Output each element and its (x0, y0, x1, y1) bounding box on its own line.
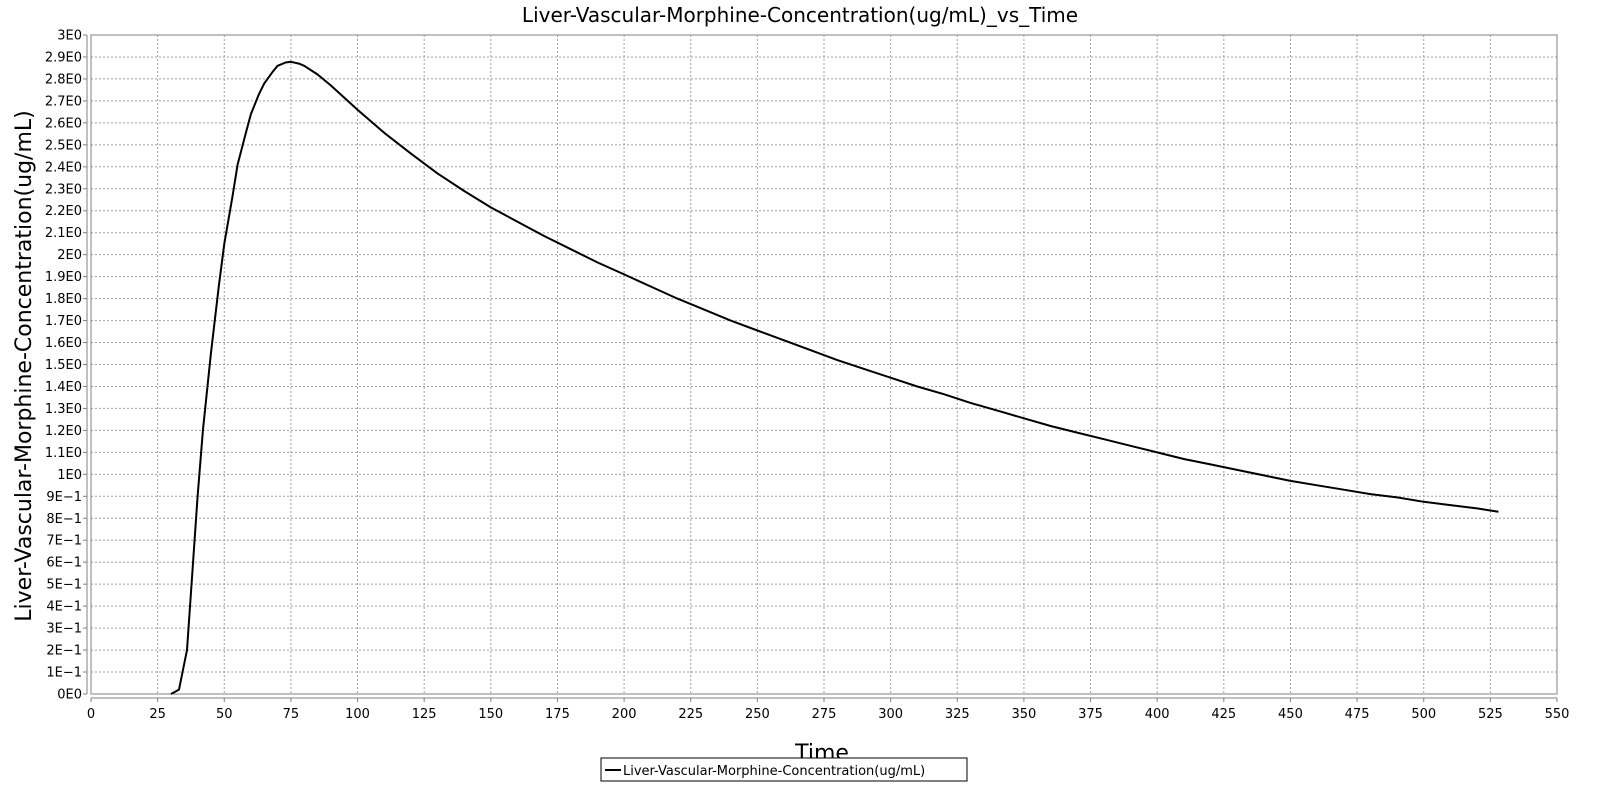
y-tick-label: 2E−1 (46, 644, 82, 659)
x-tick-label: 125 (412, 707, 437, 722)
y-tick-label: 0E0 (57, 688, 82, 703)
y-tick-label: 1.4E0 (45, 380, 82, 395)
x-tick-label: 325 (945, 707, 970, 722)
y-tick-label: 2.5E0 (45, 138, 82, 153)
x-tick-label: 425 (1211, 707, 1236, 722)
y-tick-label: 1.2E0 (45, 424, 82, 439)
y-tick-label: 1.7E0 (45, 314, 82, 329)
x-tick-label: 500 (1411, 707, 1436, 722)
y-axis-label: Liver-Vascular-Morphine-Concentration(ug… (12, 110, 37, 621)
y-tick-label: 1E0 (57, 468, 82, 483)
y-tick-label: 1.1E0 (45, 446, 82, 461)
legend: Liver-Vascular-Morphine-Concentration(ug… (600, 757, 968, 782)
y-tick-label: 3E0 (57, 29, 82, 44)
x-tick-label: 150 (478, 707, 503, 722)
axes: 0 25 50 75 100 125 150 175 200 225 250 275 300 325 350… (45, 29, 1570, 723)
x-tick-label: 25 (149, 707, 166, 722)
y-tick-label: 1.3E0 (45, 402, 82, 417)
y-tick-label: 4E−1 (46, 600, 82, 615)
chart-title: Liver-Vascular-Morphine-Concentration(ug… (522, 3, 1078, 27)
x-tick-label: 175 (545, 707, 570, 722)
y-tick-label: 3E−1 (46, 622, 82, 637)
y-tick-label: 2.4E0 (45, 160, 82, 175)
y-tick-label: 2.9E0 (45, 50, 82, 65)
y-tick-label: 1E−1 (46, 666, 82, 681)
y-tick-label: 1.9E0 (45, 270, 82, 285)
y-tick-label: 8E−1 (46, 512, 82, 527)
y-tick-label: 2.1E0 (45, 226, 82, 241)
x-tick-label: 225 (678, 707, 703, 722)
legend-label: Liver-Vascular-Morphine-Concentration(ug… (623, 764, 925, 779)
x-tick-label: 350 (1011, 707, 1036, 722)
y-tick-label: 2.2E0 (45, 204, 82, 219)
series-layer (170, 60, 1499, 695)
x-tick-label: 375 (1078, 707, 1103, 722)
x-tick-label: 0 (87, 707, 95, 722)
y-tick-label: 1.8E0 (45, 292, 82, 307)
y-tick-label: 2.3E0 (45, 182, 82, 197)
y-tick-label: 1.6E0 (45, 336, 82, 351)
y-tick-label: 2.8E0 (45, 72, 82, 87)
x-tick-label: 275 (812, 707, 837, 722)
y-tick-label: 6E−1 (46, 556, 82, 571)
x-tick-label: 100 (345, 707, 370, 722)
x-tick-label: 450 (1278, 707, 1303, 722)
x-tick-label: 300 (878, 707, 903, 722)
x-tick-label: 50 (216, 707, 233, 722)
legend-box (600, 757, 968, 782)
y-tick-label: 1.5E0 (45, 358, 82, 373)
x-tick-label: 250 (745, 707, 770, 722)
x-tick-label: 550 (1545, 707, 1570, 722)
x-tick-label: 75 (283, 707, 300, 722)
x-tick-label: 400 (1145, 707, 1170, 722)
y-tick-label: 2.7E0 (45, 94, 82, 109)
x-tick-label: 525 (1478, 707, 1503, 722)
y-tick-label: 2E0 (57, 248, 82, 263)
y-tick-label: 7E−1 (46, 534, 82, 549)
y-tick-label: 2.6E0 (45, 116, 82, 131)
y-tick-label: 5E−1 (46, 578, 82, 593)
series-line (170, 60, 1499, 695)
plot-area (90, 34, 1558, 695)
y-tick-label: 9E−1 (46, 490, 82, 505)
x-tick-label: 200 (612, 707, 637, 722)
x-tick-label: 475 (1345, 707, 1370, 722)
grid (90, 34, 1558, 695)
